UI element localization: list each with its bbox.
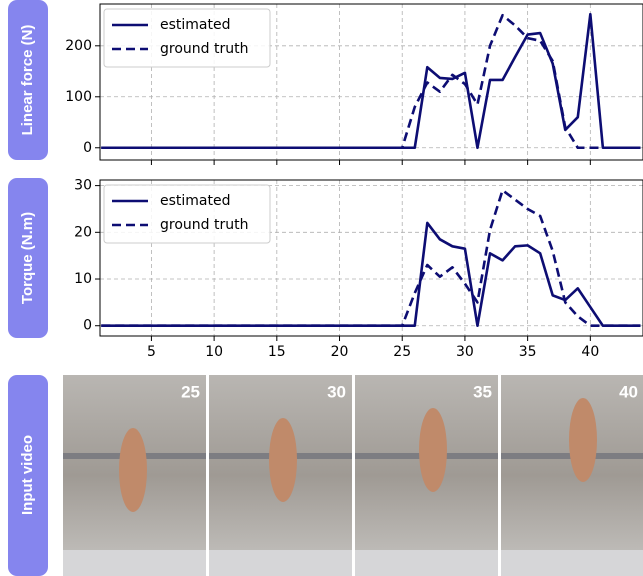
side-label-box [8,178,48,338]
frame-number: 35 [473,382,492,401]
y-tick-label: 30 [74,178,92,194]
y-tick-label: 0 [83,318,92,334]
frame-person [119,428,147,512]
series-line [101,188,641,328]
frame-number: 25 [181,382,200,401]
series-line [101,13,641,150]
legend-label: estimated [160,17,231,33]
frame-number: 30 [327,382,346,401]
video-frame [501,375,643,576]
legend-label: ground truth [160,41,248,57]
frame-number: 40 [619,382,638,401]
side-label-box [8,375,48,576]
y-tick-label: 200 [65,38,92,54]
y-tick-label: 20 [74,224,92,240]
y-tick-label: 100 [65,89,92,105]
frame-person [419,408,447,492]
x-tick-label: 35 [519,344,537,360]
x-tick-label: 20 [331,344,349,360]
x-tick-label: 5 [147,344,156,360]
plot-frame [99,3,643,161]
legend-label: ground truth [160,217,248,233]
legend-box [103,184,271,244]
frame-floor [209,550,352,576]
frame-person [569,398,597,482]
y-tick-label: 10 [74,271,92,287]
y-axis-label: Linear force (N) [19,25,36,136]
frame-floor [355,550,498,576]
x-tick-label: 10 [205,344,223,360]
video-label: Input video [19,435,36,515]
frame-floor [63,550,206,576]
legend-box [103,8,271,68]
x-tick-label: 15 [268,344,286,360]
legend-label: estimated [160,193,231,209]
y-axis-label: Torque (N.m) [19,212,36,304]
x-tick-label: 40 [581,344,599,360]
plot-frame [99,179,643,337]
y-tick-label: 0 [83,140,92,156]
side-label-box [8,0,48,160]
frame-person [269,418,297,502]
frame-floor [501,550,643,576]
x-tick-label: 30 [456,344,474,360]
x-tick-label: 25 [393,344,411,360]
